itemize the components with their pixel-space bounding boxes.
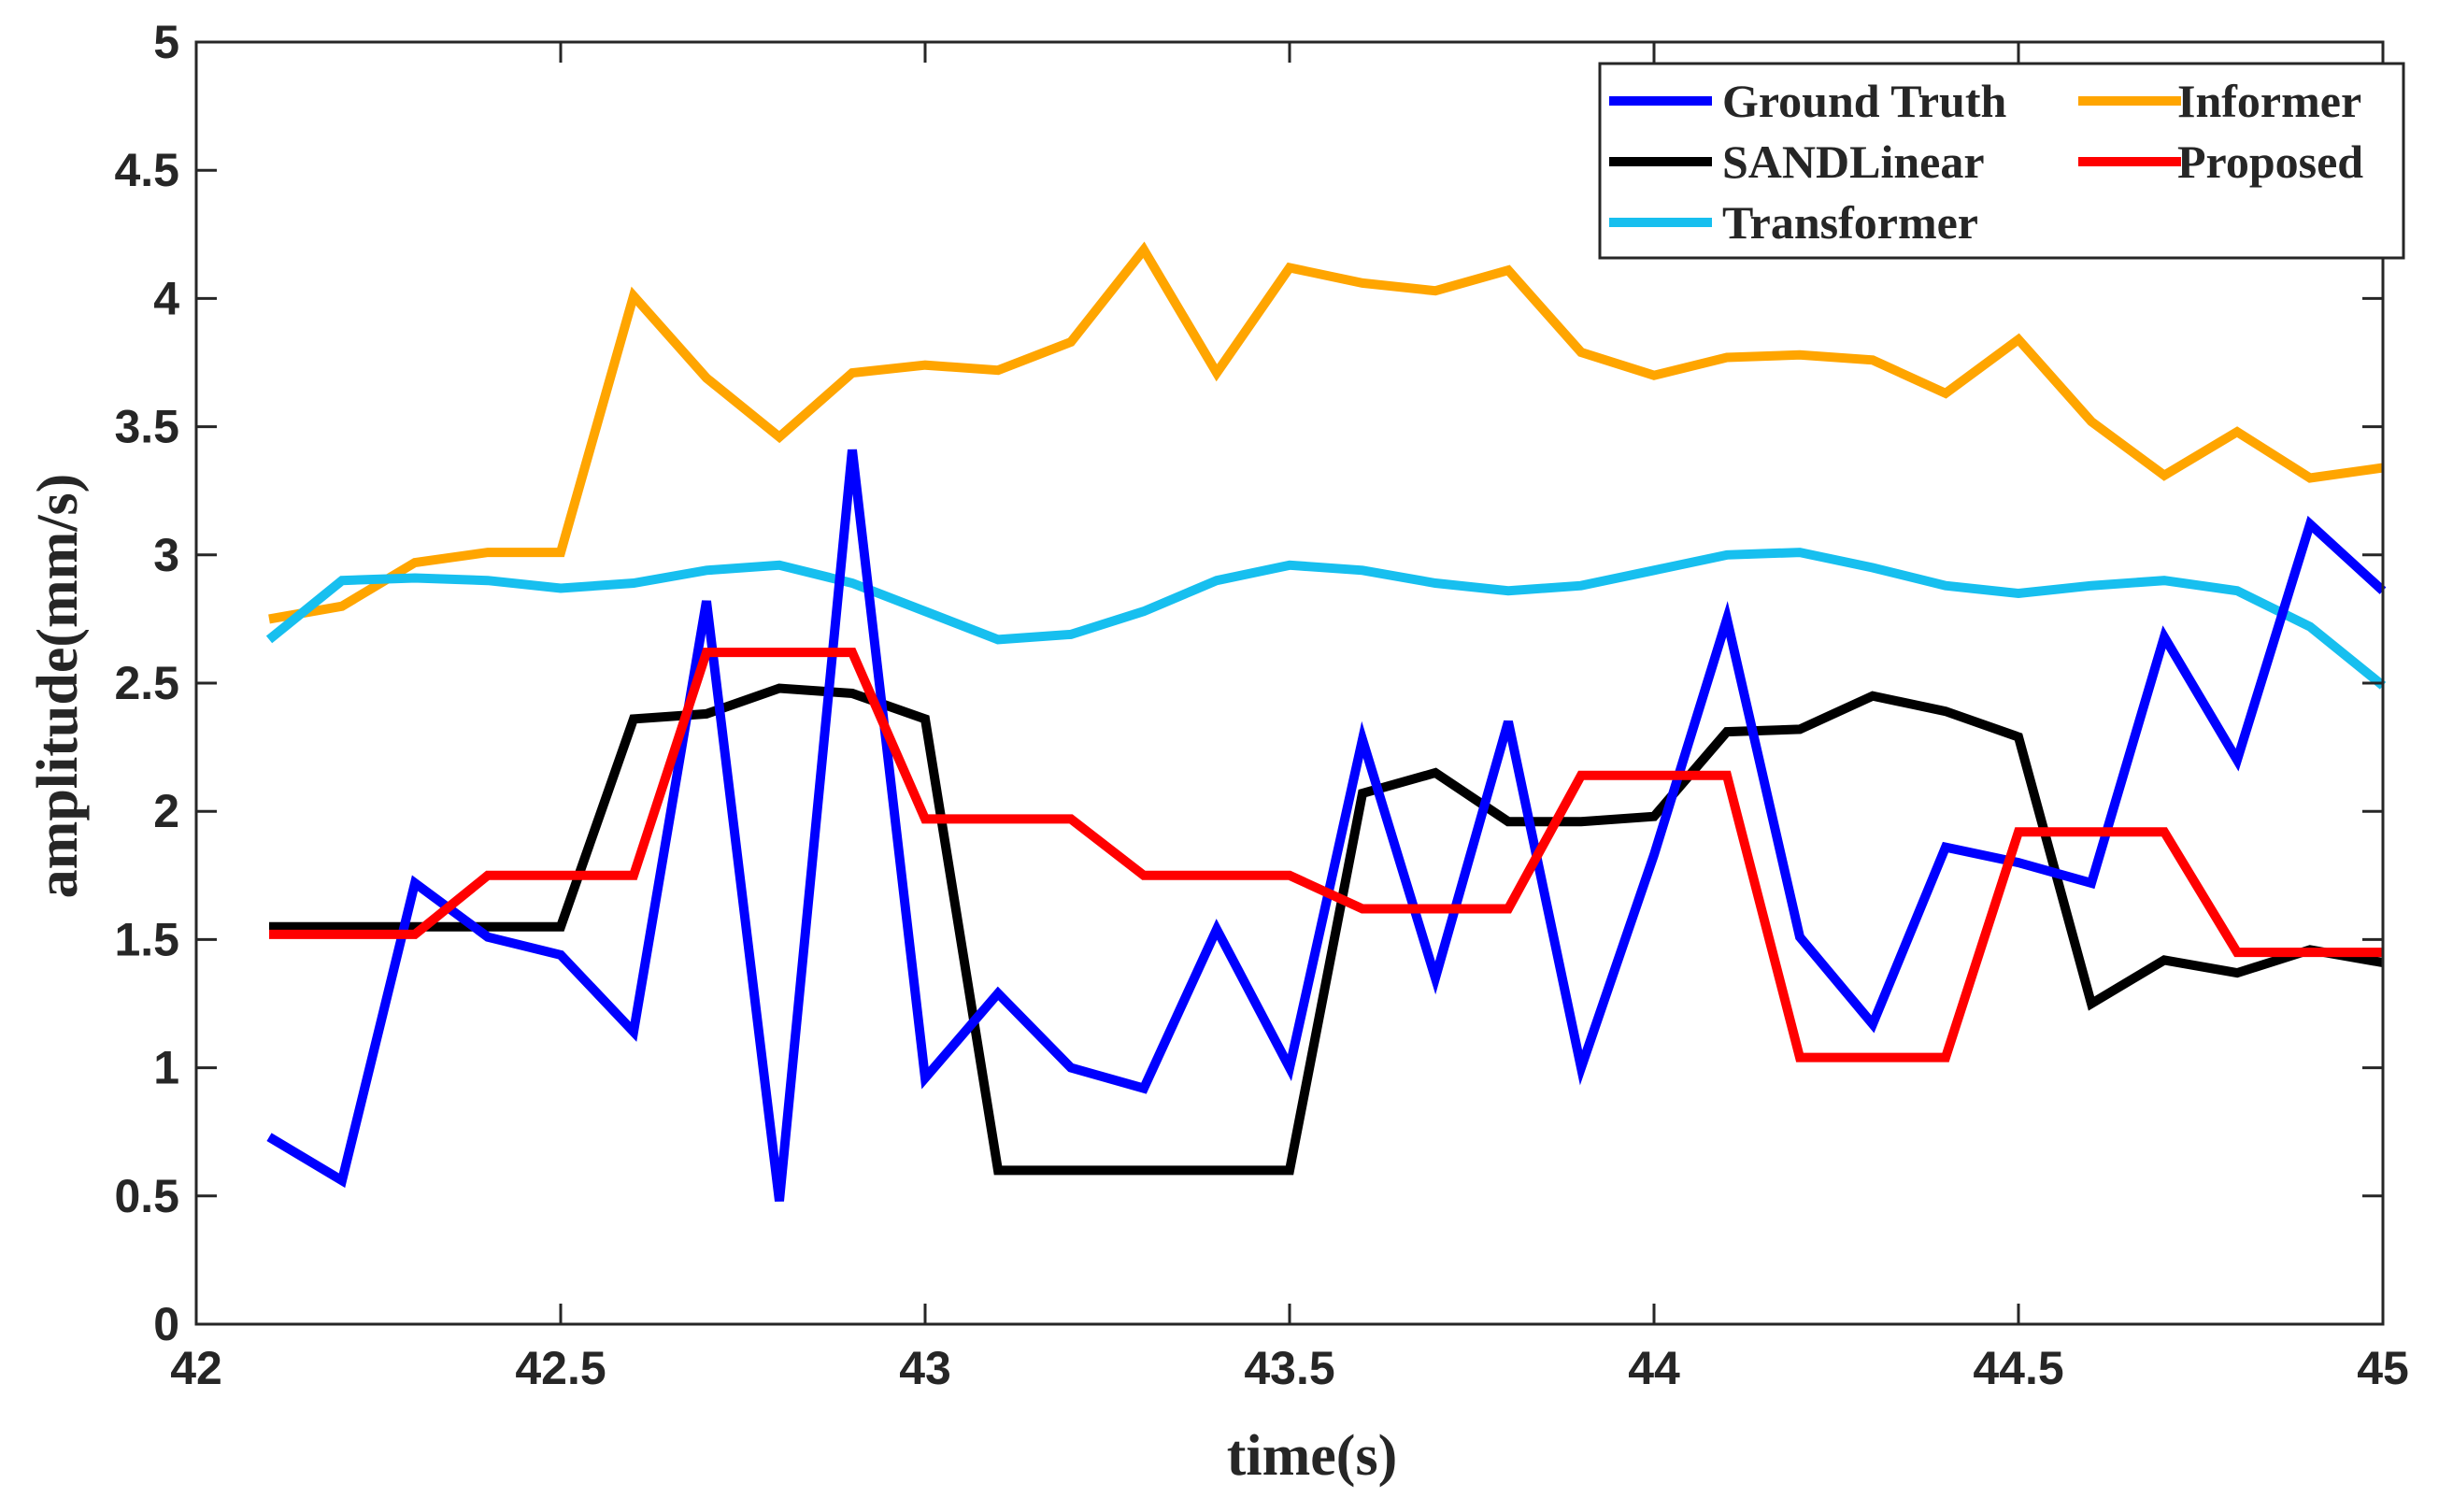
legend-label-ground-truth: Ground Truth [1722, 75, 2006, 127]
x-tick-label: 43 [899, 1342, 951, 1394]
y-tick-label: 1.5 [114, 913, 179, 965]
x-tick-label: 45 [2357, 1342, 2409, 1394]
series-layer [265, 241, 2387, 1202]
series-line-transformer [265, 548, 2387, 690]
x-tick-label: 43.5 [1244, 1342, 1334, 1394]
y-tick-label: 4 [153, 272, 179, 324]
y-tick-label: 3.5 [114, 401, 179, 453]
y-tick-label: 4.5 [114, 144, 179, 196]
x-tick-label: 44.5 [1973, 1342, 2063, 1394]
legend-label-proposed: Proposed [2177, 136, 2363, 188]
legend-box [1598, 62, 2405, 260]
y-tick-label: 0 [153, 1298, 179, 1350]
series-line-sandlinear [269, 683, 2384, 1176]
x-tick-label: 44 [1628, 1342, 1680, 1394]
legend: Ground Truth Informer SANDLinear Proposed Tr… [1598, 62, 2405, 260]
legend-items: Ground Truth Informer SANDLinear Proposed Tr… [1609, 75, 2363, 249]
legend-label-sandlinear: SANDLinear [1722, 136, 1985, 188]
series-line-informer [268, 241, 2384, 624]
legend-label-transformer: Transformer [1722, 196, 1978, 249]
legend-label-informer: Informer [2177, 75, 2361, 127]
y-tick-label: 2 [153, 785, 179, 837]
y-tick-label: 1 [153, 1042, 179, 1094]
y-axis-title: amplitude(mm/s) [26, 474, 90, 899]
series-line-ground-truth [266, 449, 2387, 1202]
ticks-layer: 42 42.5 43 43.5 44 44.5 4500.511.522.533.544.5… [114, 16, 2408, 1394]
y-tick-label: 3 [153, 529, 179, 581]
series-line-proposed [269, 648, 2383, 1063]
x-tick-label: 42.5 [515, 1342, 606, 1394]
y-tick-label: 5 [153, 16, 179, 68]
y-tick-label: 2.5 [114, 657, 179, 709]
x-axis-title: time(s) [1227, 1424, 1397, 1488]
x-tick-label: 42 [170, 1342, 222, 1394]
y-tick-label: 0.5 [114, 1170, 179, 1222]
